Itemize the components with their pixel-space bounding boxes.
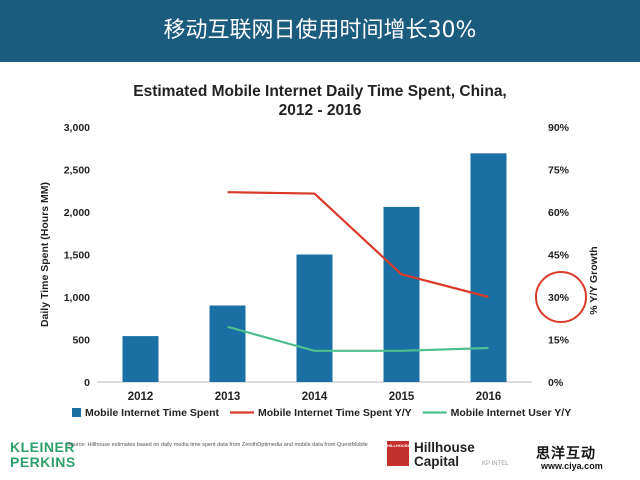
legend-swatch-0 bbox=[72, 408, 81, 417]
kp-logo-line-1: KLEINER bbox=[10, 439, 75, 455]
hillhouse-logo-mark-text: HILLHOUSE bbox=[387, 443, 411, 448]
chart-title: Estimated Mobile Internet Daily Time Spe… bbox=[0, 82, 640, 120]
y-tick-label-0: 0 bbox=[84, 377, 90, 389]
kleiner-perkins-logo: KLEINER PERKINS bbox=[10, 440, 76, 470]
bar-2013 bbox=[209, 305, 246, 382]
y2-tick-label-6: 90% bbox=[548, 122, 570, 134]
y2-tick-label-0: 0% bbox=[548, 377, 564, 389]
y2-axis-label: % Y/Y Growth bbox=[588, 246, 600, 314]
bar-2012 bbox=[122, 336, 159, 382]
y2-tick-label-5: 75% bbox=[548, 165, 570, 177]
kp-intel-label: KP INTEL bbox=[482, 461, 509, 467]
kp-logo-line-2: PERKINS bbox=[10, 454, 76, 470]
y-tick-label-5: 2,500 bbox=[64, 165, 90, 177]
bar-2015 bbox=[383, 206, 420, 382]
line-series-1 bbox=[227, 191, 489, 299]
watermark-url: www.ciya.com bbox=[541, 461, 603, 471]
y2-tick-label-2: 30% bbox=[548, 292, 570, 304]
watermark-text: 思洋互动 bbox=[536, 446, 596, 462]
hillhouse-line-2: Capital bbox=[414, 454, 460, 469]
x-tick-label-2012: 2012 bbox=[128, 391, 154, 403]
y-tick-label-1: 500 bbox=[72, 335, 90, 347]
hillhouse-logo-icon: HILLHOUSE bbox=[387, 441, 411, 466]
y-tick-label-6: 3,000 bbox=[64, 122, 90, 134]
x-tick-label-2014: 2014 bbox=[302, 391, 328, 403]
y2-tick-label-1: 15% bbox=[548, 335, 570, 347]
chart-title-line-1: Estimated Mobile Internet Daily Time Spe… bbox=[133, 83, 507, 100]
x-tick-label-2013: 2013 bbox=[215, 391, 241, 403]
chart-title-line-2: 2012 - 2016 bbox=[278, 102, 362, 119]
y-tick-label-3: 1,500 bbox=[64, 250, 90, 262]
y2-tick-label-3: 45% bbox=[548, 250, 570, 262]
annotation-circle bbox=[535, 271, 587, 323]
y-tick-label-2: 1,000 bbox=[64, 292, 90, 304]
legend-label-2: Mobile Internet User Y/Y bbox=[451, 407, 572, 419]
line-series-2 bbox=[227, 325, 489, 352]
source-note: Source: Hillhouse estimates based on dai… bbox=[67, 442, 368, 448]
y2-tick-label-4: 60% bbox=[548, 207, 570, 219]
header-bar bbox=[0, 0, 640, 62]
y-tick-label-4: 2,000 bbox=[64, 207, 90, 219]
legend-label-0: Mobile Internet Time Spent bbox=[85, 407, 219, 419]
page-title: 移动互联网日使用时间增长30% bbox=[163, 18, 477, 43]
chart: 0 500 1,000 1,500 2,000 2,500 3,000 0% 15% 30% 45%… bbox=[39, 122, 600, 419]
y-axis-label: Daily Time Spent (Hours MM) bbox=[39, 182, 51, 327]
x-tick-label-2016: 2016 bbox=[476, 391, 502, 403]
hillhouse-logo: Hillhouse Capital bbox=[414, 441, 475, 469]
hillhouse-line-1: Hillhouse bbox=[414, 440, 475, 455]
legend-label-1: Mobile Internet Time Spent Y/Y bbox=[258, 407, 412, 419]
bar-2016 bbox=[470, 153, 507, 382]
bar-2014 bbox=[296, 254, 333, 382]
x-tick-label-2015: 2015 bbox=[389, 391, 415, 403]
